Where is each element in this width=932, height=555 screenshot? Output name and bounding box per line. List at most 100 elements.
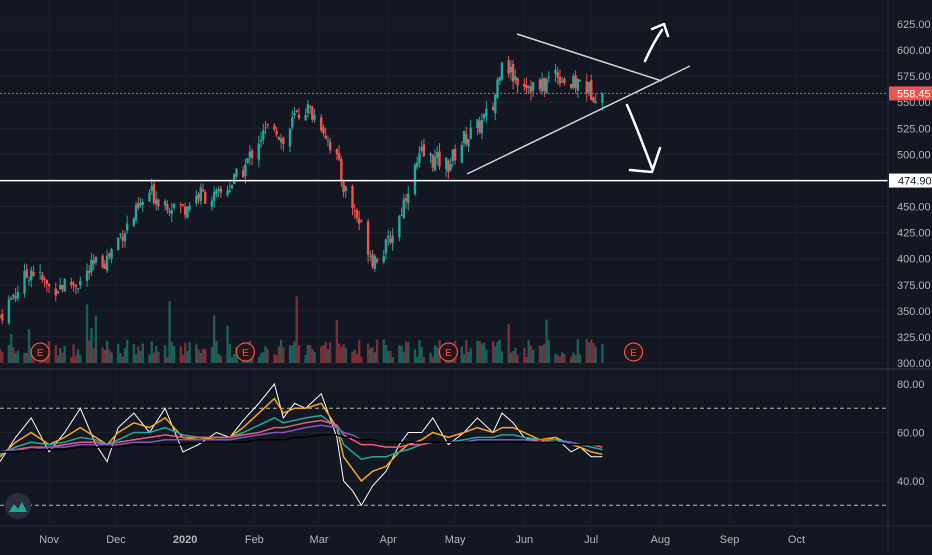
candle-body [420,147,423,151]
volume-bar [74,355,78,363]
volume-bar [186,351,189,363]
volume-bar [527,340,530,363]
candle-body [540,79,544,92]
volume-bar [179,346,182,363]
candle-body [460,145,464,163]
candle-body [288,128,292,147]
candle-body [277,137,281,140]
volume-bar [201,348,205,363]
volume-bar [357,340,361,363]
candle-body [150,186,153,191]
volume-bar [262,351,265,363]
volume-bar [369,348,372,363]
candle-body [337,152,341,160]
candle-body [30,270,33,281]
volume-bar [561,352,564,363]
candle-body [257,143,260,160]
volume-bar [230,356,234,363]
volume-bar [217,353,220,363]
volume-bar [436,347,439,363]
candle-body [27,280,31,282]
candle-body [373,256,377,269]
volume-bar [148,354,151,363]
candle-body [195,195,198,204]
time-tick-label: Jun [515,534,533,546]
volume-bar [433,344,437,363]
candle-body [92,260,95,264]
volume-bar [335,320,339,363]
volume-bar [342,344,345,363]
volume-bar [328,342,332,363]
volume-bar [558,356,562,363]
candle-body [590,80,593,100]
volume-bar [14,352,17,363]
volume-bar [590,339,593,363]
candle-body [527,86,530,89]
candle-body [179,204,182,206]
earnings-marker[interactable]: E [30,342,50,362]
volume-bar [507,323,510,363]
time-tick-label: Oct [788,534,805,546]
candle-body [72,283,75,285]
candle-body [172,203,176,208]
volume-bar [199,352,202,363]
candle-body [170,210,173,214]
volume-bar [183,343,187,363]
volume-bar [195,343,198,363]
earnings-marker[interactable]: E [438,342,459,362]
volume-bar [79,354,82,363]
candle-body [592,97,595,102]
volume-bar [402,352,406,363]
candle-body [371,254,374,268]
candle-body [201,189,205,192]
candle-body [219,188,223,193]
candle-body [134,204,138,221]
price-tick-label: 400.00 [897,254,931,266]
volume-bar [215,340,218,363]
volume-bar [212,315,216,363]
volume-bar [172,345,176,363]
volume-bar [366,343,370,363]
time-tick-label: May [445,534,466,546]
candle-body [494,94,497,114]
volume-bar [476,340,479,363]
volume-bar [514,347,517,363]
candle-body [230,185,234,189]
volume-bar [16,350,20,363]
candle-body [447,160,450,173]
candle-body [154,199,158,205]
volume-bar [139,350,142,363]
candle-body [498,77,501,81]
earnings-marker[interactable]: E [235,342,256,362]
candle-body [90,259,93,273]
candle-body [148,192,151,202]
volume-bar [353,349,356,363]
earnings-marker[interactable]: E [623,342,644,362]
volume-bar [30,348,33,363]
volume-bar [282,347,285,363]
candle-body [199,187,202,202]
candle-body [47,284,51,287]
price-tick-label: 300.00 [897,358,931,370]
candle-body [482,114,486,119]
candle-body [342,182,345,193]
price-tick-label: 500.00 [897,149,931,161]
oscillator-lines [0,382,603,507]
candle-body [478,120,481,133]
candle-body [215,190,218,194]
time-tick-label: Sep [720,534,740,546]
oscillator-series-line [0,397,603,483]
volume-bar [482,342,486,363]
symmetrical-triangle [466,33,691,175]
candle-body [259,139,263,142]
volume-bar [391,356,394,363]
candle-body [576,78,580,91]
down-arrow-icon [625,103,662,174]
oscillator-axis: 80.00 60.00 40.00 [897,379,925,488]
candle-body [500,62,504,80]
volume-bar [7,344,11,363]
candle-body [157,199,160,207]
up-arrow-icon [643,22,670,63]
volume-bar [90,327,93,363]
